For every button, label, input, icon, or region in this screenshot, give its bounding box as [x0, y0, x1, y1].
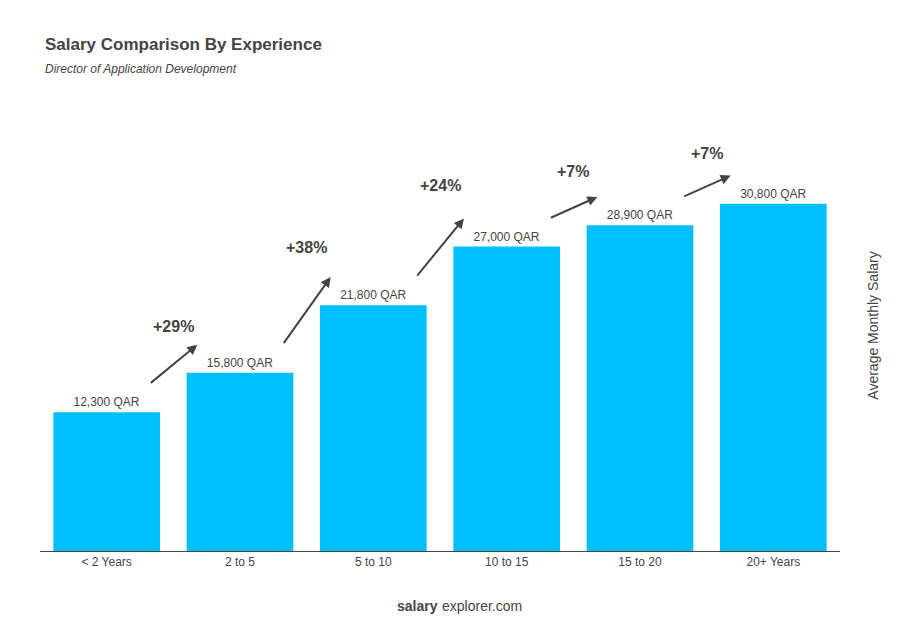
svg-text:28,900 QAR: 28,900 QAR	[607, 208, 673, 222]
svg-text:+38%: +38%	[286, 239, 327, 256]
svg-text:27,000 QAR: 27,000 QAR	[473, 230, 539, 244]
svg-text:12,300 QAR: 12,300 QAR	[73, 395, 139, 409]
svg-text:15 to 20: 15 to 20	[618, 555, 662, 569]
svg-text:+7%: +7%	[691, 145, 723, 162]
svg-text:Average Monthly Salary: Average Monthly Salary	[865, 251, 881, 399]
svg-text:10 to 15: 10 to 15	[485, 555, 529, 569]
svg-text:+29%: +29%	[153, 318, 194, 335]
svg-text:20+ Years: 20+ Years	[746, 555, 800, 569]
svg-text:Salary Comparison By Experienc: Salary Comparison By Experience	[45, 35, 322, 54]
svg-text:< 2 Years: < 2 Years	[81, 555, 131, 569]
svg-text:Director of Application Develo: Director of Application Development	[45, 62, 237, 76]
svg-text:explorer.com: explorer.com	[442, 598, 522, 614]
svg-text:15,800 QAR: 15,800 QAR	[207, 356, 273, 370]
svg-text:salary: salary	[397, 598, 438, 614]
svg-text:+7%: +7%	[557, 163, 589, 180]
svg-text:30,800 QAR: 30,800 QAR	[740, 187, 806, 201]
svg-text:5 to 10: 5 to 10	[355, 555, 392, 569]
svg-text:+24%: +24%	[420, 177, 461, 194]
svg-text:2 to 5: 2 to 5	[225, 555, 255, 569]
svg-text:21,800 QAR: 21,800 QAR	[340, 288, 406, 302]
